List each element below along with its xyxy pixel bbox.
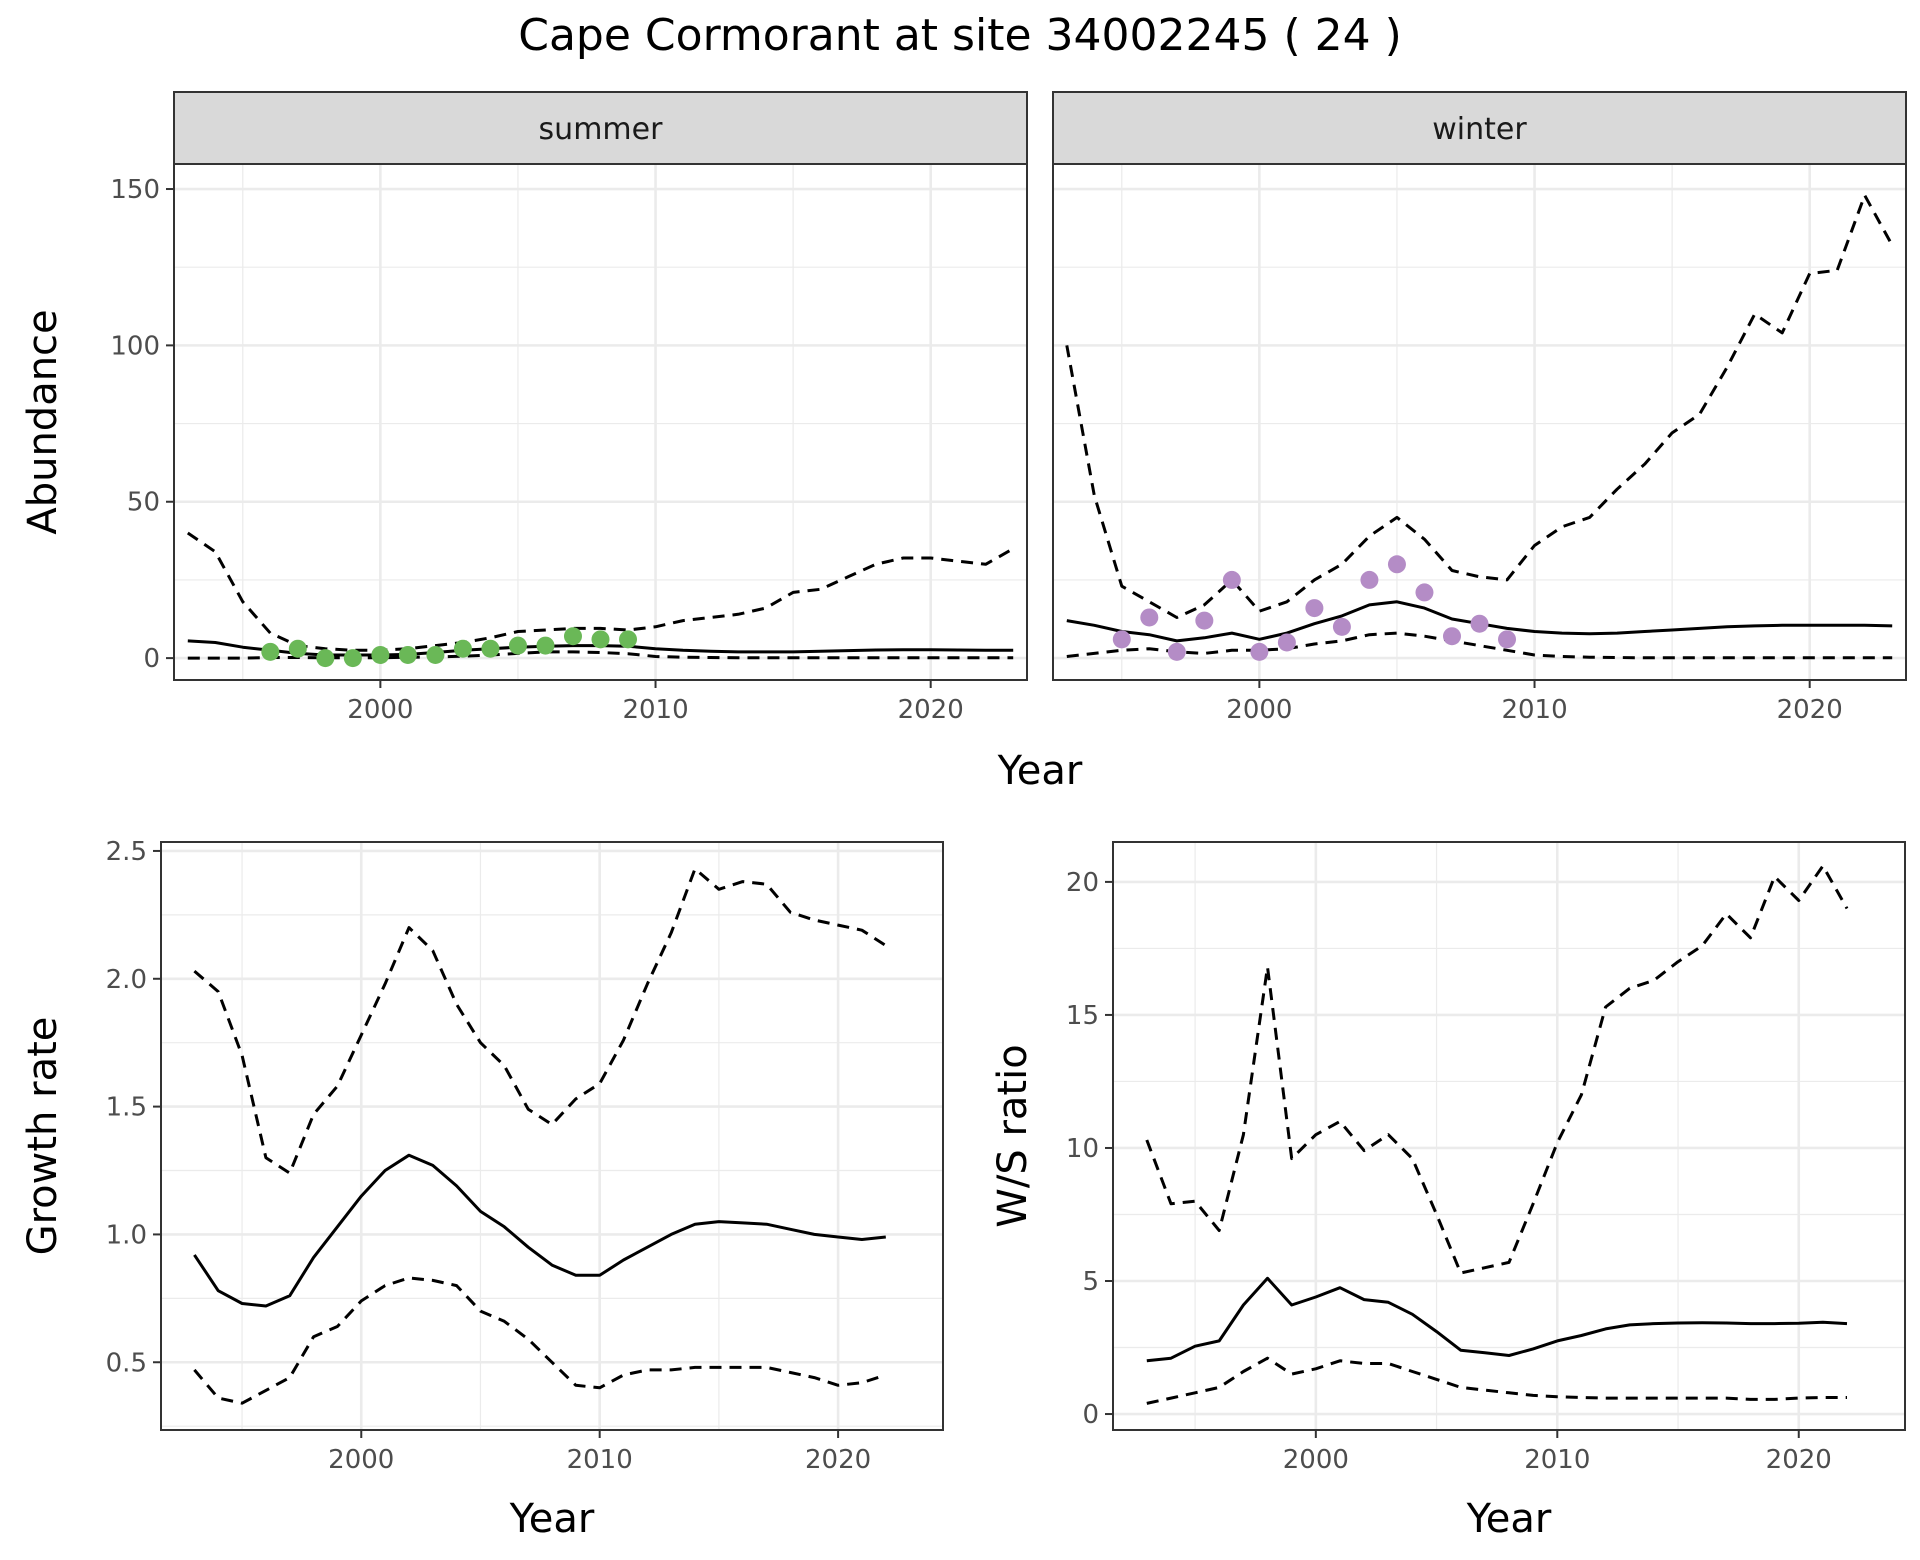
x-tick-label: 2010 <box>622 695 688 725</box>
data-point <box>1277 633 1296 652</box>
data-point <box>536 636 555 655</box>
data-point <box>481 639 500 658</box>
data-point <box>426 645 445 664</box>
y-tick-label: 50 <box>127 488 160 518</box>
data-point <box>1140 608 1159 627</box>
series-line-upper <box>193 867 887 1175</box>
series-line-lower <box>187 650 1014 660</box>
x-tick-label: 2000 <box>1283 1445 1349 1475</box>
data-point <box>1167 642 1186 661</box>
y-tick-label: 20 <box>1066 868 1099 898</box>
y-axis-title-summer: Abundance <box>20 309 66 534</box>
data-point <box>563 627 582 646</box>
panel-border <box>173 163 1028 681</box>
x-tick-label: 2010 <box>1524 1445 1590 1475</box>
series-line-upper <box>1065 193 1894 619</box>
data-point <box>1470 614 1489 633</box>
strip-winter <box>1052 91 1907 165</box>
y-tick-label: 2.0 <box>106 965 147 995</box>
y-axis-title-ws_ratio: W/S ratio <box>990 1044 1036 1227</box>
data-point <box>1332 617 1351 636</box>
strip-summer <box>173 91 1028 165</box>
data-point <box>261 642 280 661</box>
y-tick-label: 0 <box>143 644 160 674</box>
x-tick-label: 2000 <box>328 1445 394 1475</box>
y-tick-label: 0.5 <box>106 1348 147 1378</box>
data-point <box>591 630 610 649</box>
data-point <box>288 639 307 658</box>
y-tick-label: 1.5 <box>106 1093 147 1123</box>
strip-label-winter: winter <box>1432 112 1527 147</box>
y-tick-label: 150 <box>110 175 160 205</box>
data-point <box>619 630 638 649</box>
shared-x-axis-title: Year <box>997 748 1083 794</box>
x-tick-label: 2020 <box>805 1445 871 1475</box>
panel-growth: 2000 2010 2020 0.5 1.0 1.5 2.0 2.5 Growth rate Ye… <box>20 837 944 1542</box>
series-line-lower <box>1146 1356 1847 1405</box>
data-point <box>1112 630 1131 649</box>
x-tick-label: 2020 <box>1777 695 1843 725</box>
data-point <box>316 649 335 668</box>
panel-winter: winter 2000 2010 2020 <box>1052 91 1907 725</box>
data-point <box>371 645 390 664</box>
panel-border <box>160 841 944 1431</box>
y-tick-label: 0 <box>1082 1400 1099 1430</box>
panel-border <box>1112 841 1906 1431</box>
series-line-lower <box>1066 631 1893 660</box>
panel-summer: summer 2000 2010 2020 0 50 100 150 Abundance <box>20 91 1028 725</box>
data-point <box>1360 570 1379 589</box>
series-line-lower <box>193 1276 887 1405</box>
y-tick-label: 5 <box>1082 1267 1099 1297</box>
figure-title: Cape Cormorant at site 34002245 ( 24 ) <box>518 10 1401 61</box>
x-tick-label: 2020 <box>898 695 964 725</box>
data-point <box>1305 599 1324 618</box>
y-tick-label: 1.0 <box>106 1220 147 1250</box>
series-line-mean <box>1146 1276 1848 1363</box>
series-line-upper <box>1145 864 1849 1275</box>
strip-label-summer: summer <box>539 112 664 147</box>
series-line-upper <box>186 531 1014 652</box>
x-tick-label: 2010 <box>567 1445 633 1475</box>
data-point <box>398 645 417 664</box>
y-axis-title-growth: Growth rate <box>20 1017 66 1256</box>
x-axis-title-ws_ratio: Year <box>1466 1496 1552 1542</box>
x-tick-label: 2000 <box>1226 695 1292 725</box>
panel-border <box>1052 163 1907 681</box>
series-line-mean <box>193 1153 886 1308</box>
data-point <box>1498 630 1517 649</box>
data-point <box>1442 627 1461 646</box>
data-point <box>1415 583 1434 602</box>
data-point <box>1195 611 1214 630</box>
y-tick-label: 2.5 <box>106 837 147 867</box>
y-tick-label: 100 <box>110 331 160 361</box>
data-point <box>343 649 362 668</box>
x-tick-label: 2010 <box>1501 695 1567 725</box>
data-point <box>1250 642 1269 661</box>
panel-ws_ratio: 2000 2010 2020 0 5 10 15 20 W/S ratio Year <box>990 841 1906 1542</box>
data-point <box>508 636 527 655</box>
data-point <box>453 639 472 658</box>
data-point <box>1387 555 1406 574</box>
x-tick-label: 2020 <box>1766 1445 1832 1475</box>
x-tick-label: 2000 <box>347 695 413 725</box>
y-tick-label: 10 <box>1066 1134 1099 1164</box>
x-axis-title-growth: Year <box>509 1496 595 1542</box>
y-tick-label: 15 <box>1066 1001 1099 1031</box>
data-point <box>1222 570 1241 589</box>
